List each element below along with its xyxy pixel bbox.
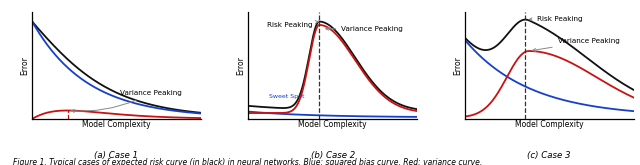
- X-axis label: Model Complexity: Model Complexity: [82, 120, 151, 129]
- Text: Variance Peaking: Variance Peaking: [326, 26, 403, 32]
- Text: (a) Case 1: (a) Case 1: [95, 151, 138, 160]
- X-axis label: Model Complexity: Model Complexity: [298, 120, 367, 129]
- Text: Risk Peaking: Risk Peaking: [267, 21, 319, 28]
- Text: Variance Peaking: Variance Peaking: [72, 90, 182, 112]
- Y-axis label: Error: Error: [237, 56, 246, 75]
- X-axis label: Model Complexity: Model Complexity: [515, 120, 584, 129]
- Y-axis label: Error: Error: [453, 56, 462, 75]
- Text: (c) Case 3: (c) Case 3: [527, 151, 571, 160]
- Text: Variance Peaking: Variance Peaking: [532, 38, 620, 51]
- Y-axis label: Error: Error: [20, 56, 29, 75]
- Text: (b) Case 2: (b) Case 2: [310, 151, 355, 160]
- Text: Sweet Spot: Sweet Spot: [269, 94, 304, 99]
- Text: Risk Peaking: Risk Peaking: [529, 16, 583, 21]
- Text: Figure 1. Typical cases of expected risk curve (in black) in neural networks. Bl: Figure 1. Typical cases of expected risk…: [13, 158, 482, 165]
